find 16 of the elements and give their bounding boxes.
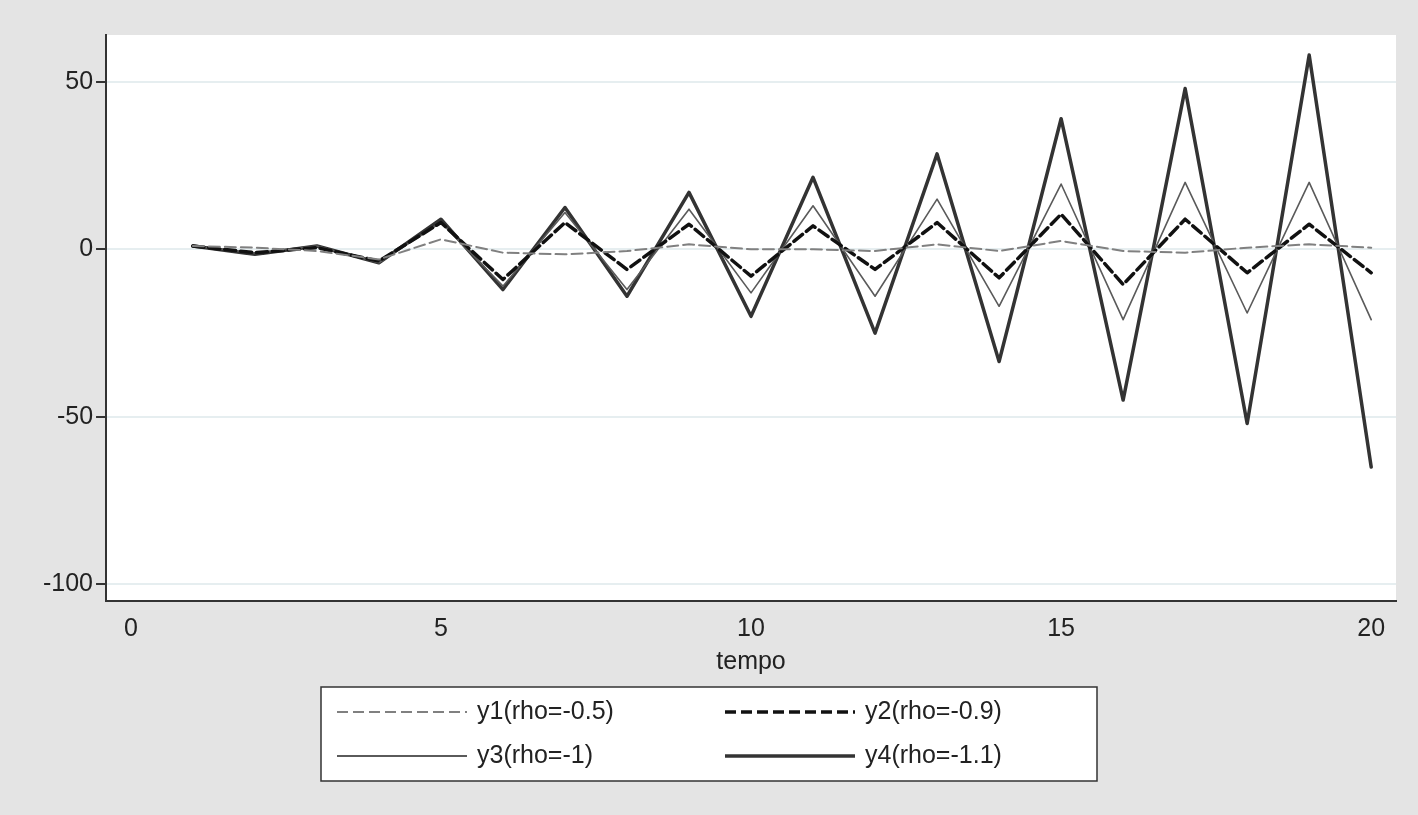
legend-label: y4(rho=-1.1) <box>865 739 1002 768</box>
line-series <box>191 212 1373 287</box>
x-tick-label: 20 <box>1357 612 1386 641</box>
x-axis-title: tempo <box>716 645 786 674</box>
y-tick-label: 0 <box>79 233 94 262</box>
x-tick-label: 15 <box>1047 612 1076 641</box>
line-series <box>191 238 1373 261</box>
y-tick-label: -50 <box>56 400 94 429</box>
x-tick-label: 5 <box>433 612 448 641</box>
y-tick-label: 50 <box>65 65 94 94</box>
y-tick-label: -100 <box>42 568 94 597</box>
x-tick-label: 10 <box>737 612 765 641</box>
legend-label: y1(rho=-0.5) <box>477 695 614 724</box>
legend-label: y2(rho=-0.9) <box>865 695 1002 724</box>
x-tick-label: 0 <box>123 612 138 641</box>
legend-label: y3(rho=-1) <box>477 739 594 768</box>
